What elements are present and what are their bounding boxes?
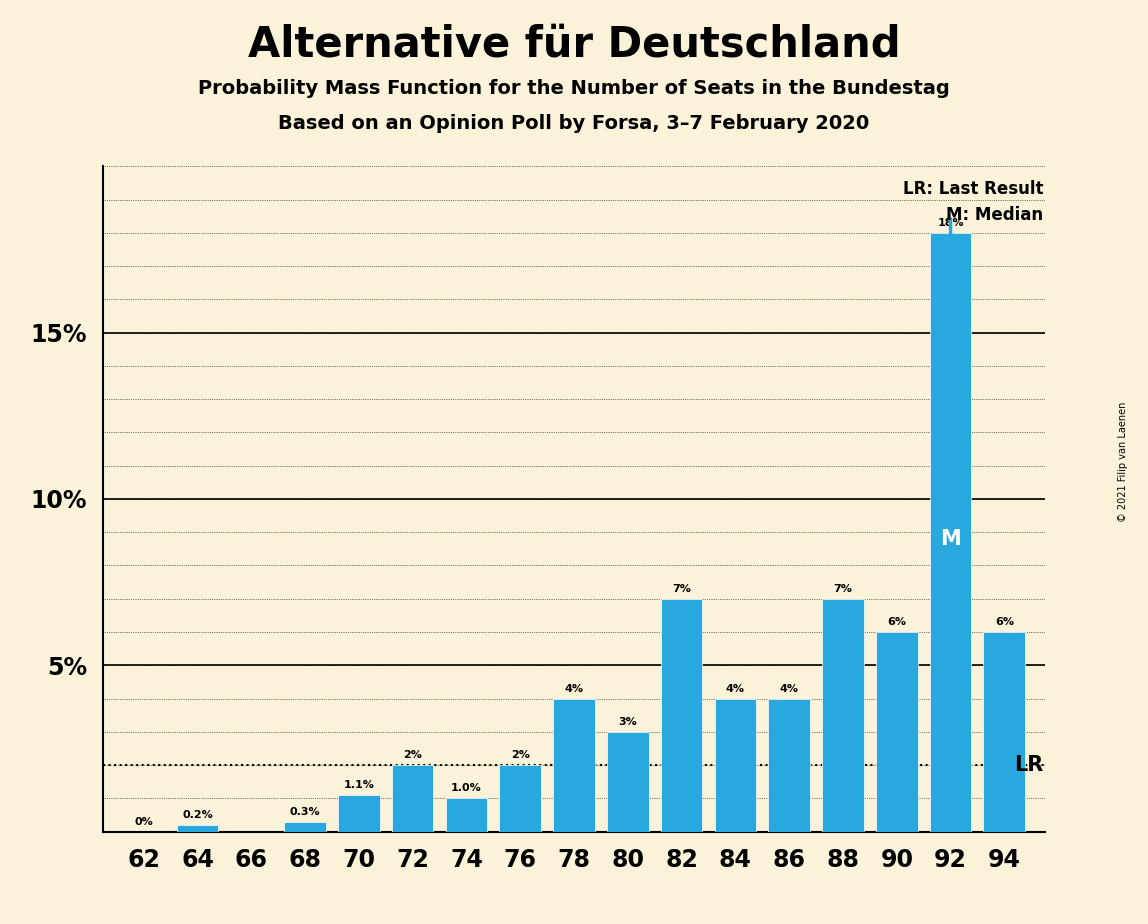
Bar [822, 599, 863, 832]
Text: 0.3%: 0.3% [289, 807, 320, 817]
Bar [177, 825, 218, 832]
Text: 4%: 4% [726, 684, 745, 694]
Text: 2%: 2% [403, 750, 422, 760]
Text: Alternative für Deutschland: Alternative für Deutschland [248, 23, 900, 65]
Bar [930, 233, 971, 832]
Text: 7%: 7% [833, 584, 853, 594]
Bar [445, 798, 487, 832]
Text: 1.0%: 1.0% [451, 784, 482, 794]
Bar [391, 765, 434, 832]
Text: M: M [940, 529, 961, 549]
Bar [607, 732, 649, 832]
Text: LR: Last Result: LR: Last Result [902, 179, 1044, 198]
Text: 0.2%: 0.2% [183, 810, 212, 820]
Text: LR: LR [1014, 755, 1044, 775]
Text: Based on an Opinion Poll by Forsa, 3–7 February 2020: Based on an Opinion Poll by Forsa, 3–7 F… [278, 114, 870, 133]
Bar [876, 632, 917, 832]
Text: Probability Mass Function for the Number of Seats in the Bundestag: Probability Mass Function for the Number… [199, 79, 949, 98]
Bar [714, 699, 757, 832]
Text: 7%: 7% [672, 584, 691, 594]
Text: 4%: 4% [565, 684, 583, 694]
Bar [553, 699, 595, 832]
Text: 2%: 2% [511, 750, 529, 760]
Text: 6%: 6% [995, 617, 1014, 627]
Text: 4%: 4% [779, 684, 799, 694]
Text: 3%: 3% [619, 717, 637, 727]
Text: 1.1%: 1.1% [343, 780, 374, 790]
Bar [285, 821, 326, 832]
Text: © 2021 Filip van Laenen: © 2021 Filip van Laenen [1118, 402, 1127, 522]
Bar [984, 632, 1025, 832]
Bar [338, 795, 380, 832]
Text: M: Median: M: Median [946, 206, 1044, 225]
Text: 18%: 18% [937, 218, 964, 228]
Bar [499, 765, 541, 832]
Text: 6%: 6% [887, 617, 906, 627]
Bar [768, 699, 810, 832]
Bar [661, 599, 703, 832]
Text: 0%: 0% [134, 817, 153, 827]
